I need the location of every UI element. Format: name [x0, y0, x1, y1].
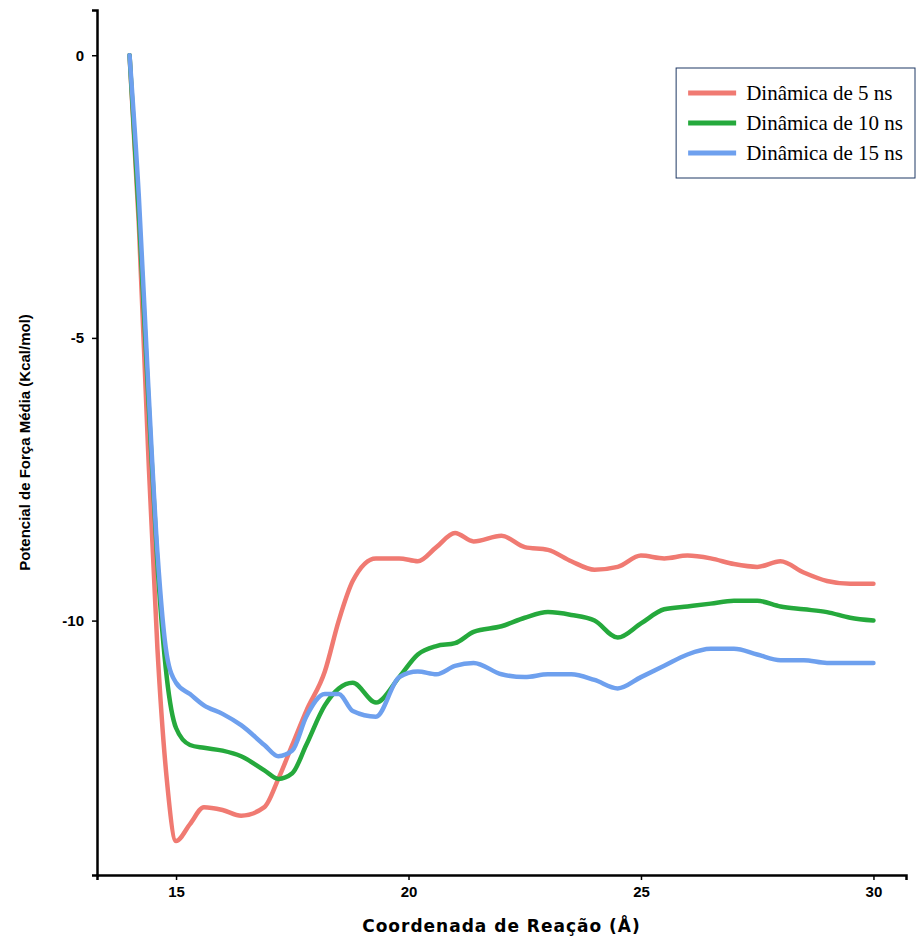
tick-label: 20: [401, 883, 418, 900]
tick-mark: [176, 875, 178, 880]
tick-mark: [408, 875, 410, 880]
tick: 15: [168, 875, 185, 900]
x-axis-title: Coordenada de Reação (Å): [362, 914, 641, 936]
legend-swatch: [688, 91, 736, 96]
tick: 25: [633, 875, 650, 900]
tick: -10: [62, 612, 97, 629]
tick: 20: [401, 875, 418, 900]
x-axis: 15 20 25 30: [98, 875, 907, 900]
tick-mark: [873, 875, 875, 880]
tick: 30: [866, 875, 883, 900]
legend-label: Dinâmica de 10 ns: [746, 111, 903, 135]
legend-box: [676, 68, 915, 178]
axis-line: [92, 11, 98, 876]
legend-label: Dinâmica de 5 ns: [746, 81, 892, 105]
tick-label: 30: [866, 883, 883, 900]
tick-label: 0: [76, 47, 84, 64]
tick-label: 15: [168, 883, 185, 900]
axis-line: [98, 876, 907, 881]
tick: 0: [76, 47, 97, 64]
tick-mark: [641, 875, 643, 880]
tick-label: 25: [633, 883, 650, 900]
tick-mark: [92, 338, 97, 340]
chart: 15 20 25 30 0 -5 -10 Coordenada de Reação (Å) Po…: [0, 0, 921, 944]
tick-mark: [92, 620, 97, 622]
legend-label: Dinâmica de 15 ns: [746, 141, 903, 165]
legend: Dinâmica de 5 ns Dinâmica de 10 ns Dinâmic…: [676, 68, 915, 178]
tick: -5: [71, 329, 97, 346]
y-axis: 0 -5 -10: [62, 11, 97, 876]
tick-label: -10: [62, 612, 84, 629]
legend-swatch: [688, 121, 736, 126]
legend-swatch: [688, 151, 736, 156]
y-axis-title: Potencial de Força Média (Kcal/mol): [16, 314, 33, 571]
tick-label: -5: [71, 329, 84, 346]
tick-mark: [92, 55, 97, 57]
